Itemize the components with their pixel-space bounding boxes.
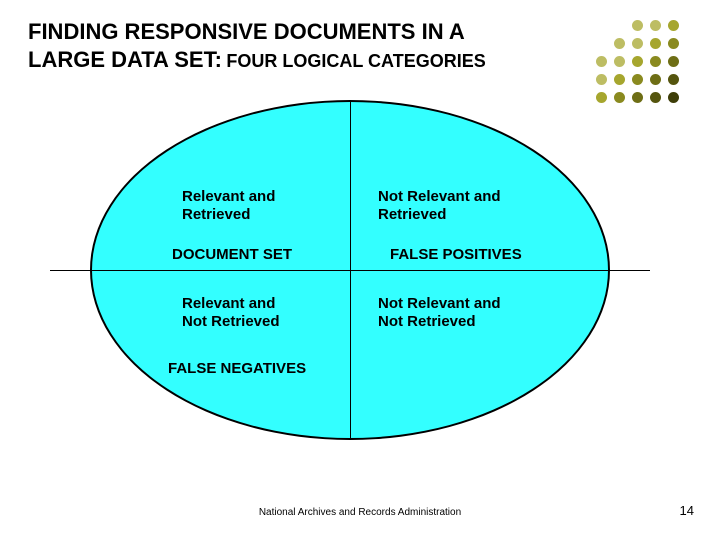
dot-icon	[668, 20, 679, 31]
q1-line1: Relevant and	[182, 188, 275, 205]
q2-line2: Retrieved	[378, 206, 446, 223]
q1-tag: DOCUMENT SET	[172, 246, 292, 264]
dot-icon	[632, 92, 643, 103]
q4-line1: Not Relevant and	[378, 295, 501, 312]
dot-icon	[668, 74, 679, 85]
dot-icon	[614, 56, 625, 67]
dot-icon	[650, 74, 661, 85]
dot-icon	[596, 74, 607, 85]
title-line2-sub: FOUR LOGICAL CATEGORIES	[226, 51, 485, 71]
q1-tag-text: DOCUMENT SET	[172, 246, 292, 263]
dot-icon	[668, 92, 679, 103]
dot-icon	[632, 38, 643, 49]
dot-icon	[596, 56, 607, 67]
dot-icon	[650, 20, 661, 31]
decorative-dot-grid	[596, 20, 692, 116]
title-line2: LARGE DATA SET: FOUR LOGICAL CATEGORIES	[28, 46, 588, 74]
title-line2-main: LARGE DATA SET:	[28, 47, 222, 72]
quadrant-diagram: Relevant and Retrieved DOCUMENT SET Not …	[90, 100, 610, 440]
dot-icon	[614, 38, 625, 49]
q4-label: Not Relevant and Not Retrieved	[378, 295, 501, 331]
dot-icon	[632, 74, 643, 85]
q2-tag: FALSE POSITIVES	[390, 246, 522, 264]
q1-line2: Retrieved	[182, 206, 250, 223]
dot-icon	[650, 56, 661, 67]
q1-label: Relevant and Retrieved	[182, 188, 275, 224]
dot-icon	[614, 92, 625, 103]
q3-line1: Relevant and	[182, 295, 275, 312]
page-number: 14	[680, 503, 694, 518]
q3-label: Relevant and Not Retrieved	[182, 295, 280, 331]
dot-icon	[614, 74, 625, 85]
dot-icon	[650, 38, 661, 49]
q3-tag-text: FALSE NEGATIVES	[168, 360, 306, 377]
horizontal-divider	[50, 270, 650, 271]
dot-icon	[668, 38, 679, 49]
footer-text: National Archives and Records Administra…	[0, 507, 720, 518]
title-line1-text: FINDING RESPONSIVE DOCUMENTS IN A	[28, 19, 465, 44]
q4-line2: Not Retrieved	[378, 313, 476, 330]
q3-tag: FALSE NEGATIVES	[168, 360, 306, 378]
dot-icon	[668, 56, 679, 67]
dot-icon	[632, 56, 643, 67]
q3-line2: Not Retrieved	[182, 313, 280, 330]
slide-title: FINDING RESPONSIVE DOCUMENTS IN A LARGE …	[28, 18, 588, 73]
dot-icon	[632, 20, 643, 31]
q2-label: Not Relevant and Retrieved	[378, 188, 501, 224]
q2-line1: Not Relevant and	[378, 188, 501, 205]
title-line1: FINDING RESPONSIVE DOCUMENTS IN A	[28, 18, 588, 46]
dot-icon	[650, 92, 661, 103]
q2-tag-text: FALSE POSITIVES	[390, 246, 522, 263]
slide: { "title": { "line1": "FINDING RESPONSIV…	[0, 0, 720, 540]
